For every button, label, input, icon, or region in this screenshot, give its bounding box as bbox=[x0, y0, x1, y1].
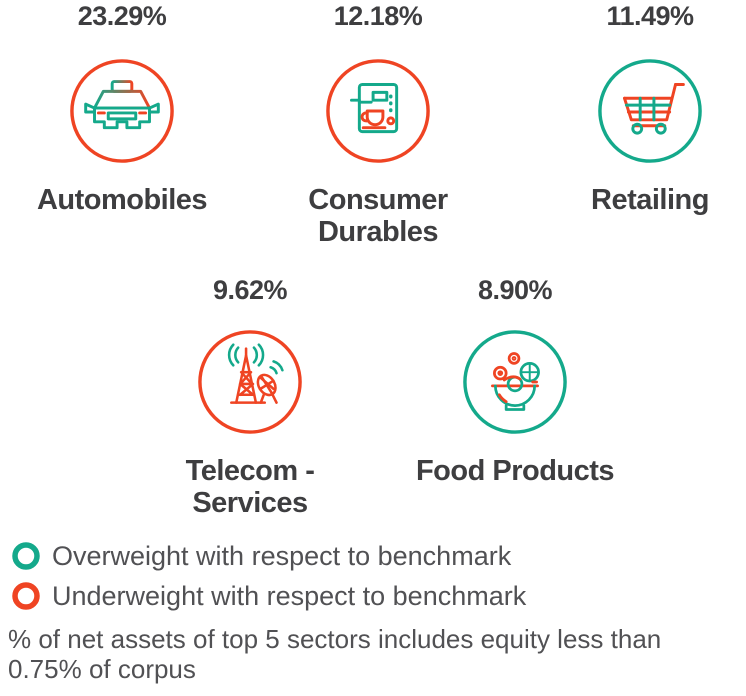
legend-item-overweight: Overweight with respect to benchmark bbox=[10, 540, 511, 572]
overweight-ring-icon bbox=[12, 542, 40, 570]
legend-item-underweight: Underweight with respect to benchmark bbox=[10, 580, 526, 612]
food-bowl-icon bbox=[463, 329, 567, 434]
coffee-machine-icon bbox=[326, 58, 430, 163]
sector-percentage: 9.62% bbox=[212, 275, 288, 305]
sector-card-automobiles: 23.29% Automobiles bbox=[10, 1, 234, 217]
sector-card-consumer-durables: 12.18% Consumer Durables bbox=[266, 1, 490, 248]
footnote-text: % of net assets of top 5 sectors include… bbox=[8, 624, 662, 685]
legend-label: Overweight with respect to benchmark bbox=[52, 540, 512, 571]
sector-label: Telecom - Services bbox=[185, 454, 315, 519]
car-icon bbox=[70, 58, 174, 163]
sector-percentage: 12.18% bbox=[333, 1, 423, 31]
sector-card-retailing: 11.49% Retailing bbox=[538, 1, 746, 217]
sector-label: Consumer Durables bbox=[308, 183, 448, 248]
underweight-ring-icon bbox=[12, 582, 40, 610]
shopping-cart-icon bbox=[598, 58, 702, 163]
sector-card-food-products: 8.90% Food Products bbox=[385, 275, 645, 488]
sector-label: Automobiles bbox=[36, 183, 208, 216]
sector-percentage: 8.90% bbox=[477, 275, 553, 305]
sector-label: Food Products bbox=[415, 454, 615, 487]
sector-label: Retailing bbox=[591, 183, 709, 216]
sector-percentage: 23.29% bbox=[77, 1, 167, 31]
telecom-tower-icon bbox=[198, 329, 302, 434]
sector-card-telecom-services: 9.62% Telecom - Services bbox=[120, 275, 380, 519]
legend-label: Underweight with respect to benchmark bbox=[52, 580, 527, 611]
sector-percentage: 11.49% bbox=[606, 1, 694, 31]
